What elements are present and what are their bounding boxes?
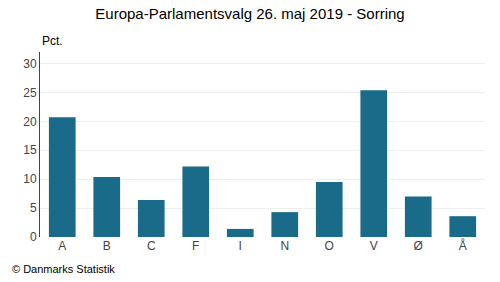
svg-text:20: 20	[23, 115, 37, 129]
svg-text:F: F	[192, 239, 199, 253]
svg-text:C: C	[147, 239, 156, 253]
svg-text:B: B	[103, 239, 111, 253]
svg-text:5: 5	[30, 201, 37, 215]
svg-text:Pct.: Pct.	[42, 34, 63, 48]
svg-text:0: 0	[30, 230, 37, 244]
svg-text:15: 15	[23, 143, 37, 157]
svg-text:30: 30	[23, 57, 37, 71]
svg-text:25: 25	[23, 86, 37, 100]
svg-text:A: A	[58, 239, 66, 253]
svg-text:Å: Å	[459, 238, 467, 253]
svg-text:10: 10	[23, 172, 37, 186]
svg-text:V: V	[370, 239, 378, 253]
svg-text:Ø: Ø	[414, 239, 423, 253]
svg-text:O: O	[325, 239, 334, 253]
svg-text:© Danmarks Statistik: © Danmarks Statistik	[12, 263, 115, 275]
svg-text:Europa-Parlamentsvalg 26. maj: Europa-Parlamentsvalg 26. maj 2019 - Sor…	[95, 5, 404, 22]
svg-text:I: I	[239, 239, 242, 253]
svg-text:N: N	[280, 239, 289, 253]
